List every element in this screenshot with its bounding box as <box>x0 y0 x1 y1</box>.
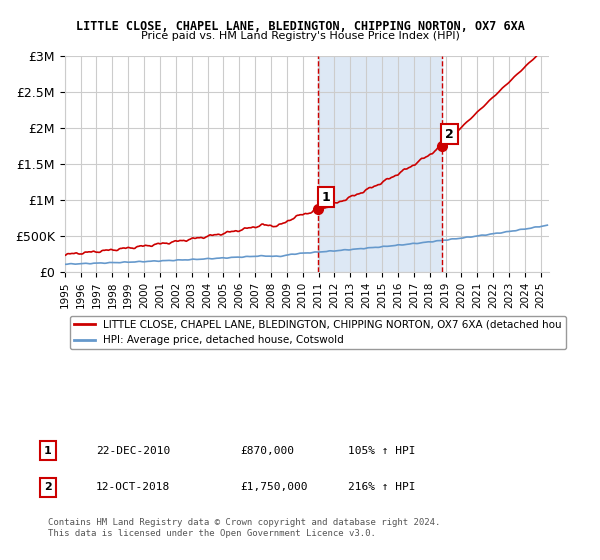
Text: LITTLE CLOSE, CHAPEL LANE, BLEDINGTON, CHIPPING NORTON, OX7 6XA: LITTLE CLOSE, CHAPEL LANE, BLEDINGTON, C… <box>76 20 524 32</box>
Text: 1: 1 <box>44 446 52 456</box>
Text: 2: 2 <box>445 128 454 141</box>
Text: £870,000: £870,000 <box>240 446 294 456</box>
Text: £1,750,000: £1,750,000 <box>240 482 308 492</box>
Text: 105% ↑ HPI: 105% ↑ HPI <box>348 446 415 456</box>
Text: 1: 1 <box>321 191 330 204</box>
Legend: LITTLE CLOSE, CHAPEL LANE, BLEDINGTON, CHIPPING NORTON, OX7 6XA (detached hou, H: LITTLE CLOSE, CHAPEL LANE, BLEDINGTON, C… <box>70 316 566 349</box>
Text: Contains HM Land Registry data © Crown copyright and database right 2024.
This d: Contains HM Land Registry data © Crown c… <box>48 518 440 538</box>
Text: 12-OCT-2018: 12-OCT-2018 <box>96 482 170 492</box>
Bar <box>318 57 442 272</box>
Text: 216% ↑ HPI: 216% ↑ HPI <box>348 482 415 492</box>
Text: 22-DEC-2010: 22-DEC-2010 <box>96 446 170 456</box>
Text: 2: 2 <box>44 482 52 492</box>
Text: Price paid vs. HM Land Registry's House Price Index (HPI): Price paid vs. HM Land Registry's House … <box>140 31 460 41</box>
